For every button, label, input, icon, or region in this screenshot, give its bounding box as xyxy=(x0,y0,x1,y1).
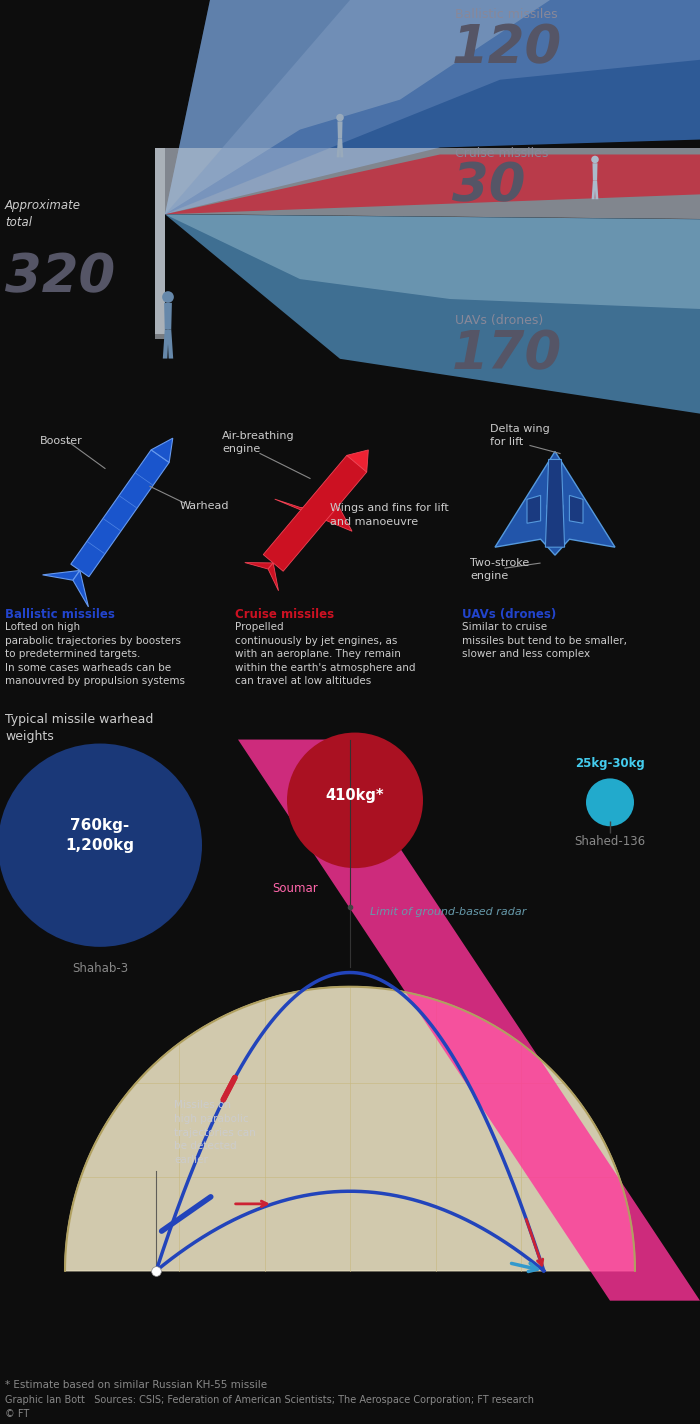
Polygon shape xyxy=(592,164,598,181)
Polygon shape xyxy=(167,329,173,359)
Text: 760kg-
1,200kg: 760kg- 1,200kg xyxy=(66,817,134,853)
Text: Cruise missiles: Cruise missiles xyxy=(235,608,338,621)
Circle shape xyxy=(287,732,423,869)
Text: Similar to cruise
missiles but tend to be smaller,
slower and less complex: Similar to cruise missiles but tend to b… xyxy=(462,622,627,659)
Polygon shape xyxy=(569,496,583,523)
Circle shape xyxy=(586,779,634,826)
Text: 30: 30 xyxy=(452,161,526,212)
Text: 170: 170 xyxy=(452,328,562,380)
Polygon shape xyxy=(165,214,700,309)
Text: 120: 120 xyxy=(452,21,562,74)
Text: Graphic Ian Bott   Sources: CSIS; Federation of American Scientists; The Aerospa: Graphic Ian Bott Sources: CSIS; Federati… xyxy=(5,1396,534,1418)
Circle shape xyxy=(336,114,344,121)
Text: Propelled
continuously by jet engines, as
with an aeroplane. They remain
within : Propelled continuously by jet engines, a… xyxy=(235,622,416,686)
Polygon shape xyxy=(165,0,700,214)
Text: Typical missile warhead
weights: Typical missile warhead weights xyxy=(5,712,153,743)
Circle shape xyxy=(547,500,563,515)
Text: Approximate
total: Approximate total xyxy=(5,199,81,229)
Text: Booster: Booster xyxy=(40,436,83,446)
Text: UAVs (drones): UAVs (drones) xyxy=(455,313,543,328)
Text: Ballistic missiles: Ballistic missiles xyxy=(455,9,558,21)
Circle shape xyxy=(592,155,598,164)
Text: UAVs (drones): UAVs (drones) xyxy=(462,608,561,621)
Polygon shape xyxy=(165,0,700,214)
Polygon shape xyxy=(346,450,368,471)
Circle shape xyxy=(0,743,202,947)
Polygon shape xyxy=(337,138,340,158)
Text: Cruise missiles: Cruise missiles xyxy=(455,147,548,159)
Text: Shahed-136: Shahed-136 xyxy=(575,836,645,849)
Polygon shape xyxy=(65,987,635,1270)
Text: Missiles on
high parabolic
trajectories can
be detected
earlier: Missiles on high parabolic trajectories … xyxy=(174,1101,256,1165)
Text: * Estimate based on similar Russian KH-55 missile: * Estimate based on similar Russian KH-5… xyxy=(5,1380,267,1390)
Text: 25kg-30kg: 25kg-30kg xyxy=(575,758,645,770)
Polygon shape xyxy=(527,496,540,523)
Text: Warhead: Warhead xyxy=(180,501,230,511)
Polygon shape xyxy=(245,562,273,570)
Polygon shape xyxy=(592,181,596,199)
Polygon shape xyxy=(594,181,598,199)
Polygon shape xyxy=(340,138,344,158)
Polygon shape xyxy=(165,0,550,214)
Polygon shape xyxy=(337,121,342,138)
Polygon shape xyxy=(268,562,279,591)
Text: Air-breathing
engine: Air-breathing engine xyxy=(222,430,295,454)
Circle shape xyxy=(162,290,174,303)
Polygon shape xyxy=(164,303,172,329)
Polygon shape xyxy=(73,571,88,607)
Polygon shape xyxy=(43,571,80,580)
Polygon shape xyxy=(238,739,700,1300)
Polygon shape xyxy=(163,329,169,359)
Polygon shape xyxy=(274,500,352,531)
Polygon shape xyxy=(263,456,367,571)
Text: Ballistic missiles: Ballistic missiles xyxy=(5,608,119,621)
Polygon shape xyxy=(545,460,565,547)
Text: Two-stroke
engine: Two-stroke engine xyxy=(470,558,529,581)
Text: Wings and fins for lift
and manoeuvre: Wings and fins for lift and manoeuvre xyxy=(330,503,449,527)
Polygon shape xyxy=(155,148,165,339)
Polygon shape xyxy=(165,154,700,214)
Text: Soumar: Soumar xyxy=(272,881,318,896)
Text: Shahab-3: Shahab-3 xyxy=(72,961,128,975)
Text: Limit of ground-based radar: Limit of ground-based radar xyxy=(370,907,526,917)
Polygon shape xyxy=(151,439,173,463)
Polygon shape xyxy=(165,148,700,219)
Text: Lofted on high
parabolic trajectories by boosters
to predetermined targets.
In s: Lofted on high parabolic trajectories by… xyxy=(5,622,185,686)
Text: Delta wing
for lift: Delta wing for lift xyxy=(490,423,550,447)
Text: 410kg*: 410kg* xyxy=(326,787,384,803)
Polygon shape xyxy=(495,451,615,555)
Text: 320: 320 xyxy=(5,251,116,303)
Polygon shape xyxy=(71,450,169,577)
Polygon shape xyxy=(155,148,165,333)
Polygon shape xyxy=(165,214,700,413)
